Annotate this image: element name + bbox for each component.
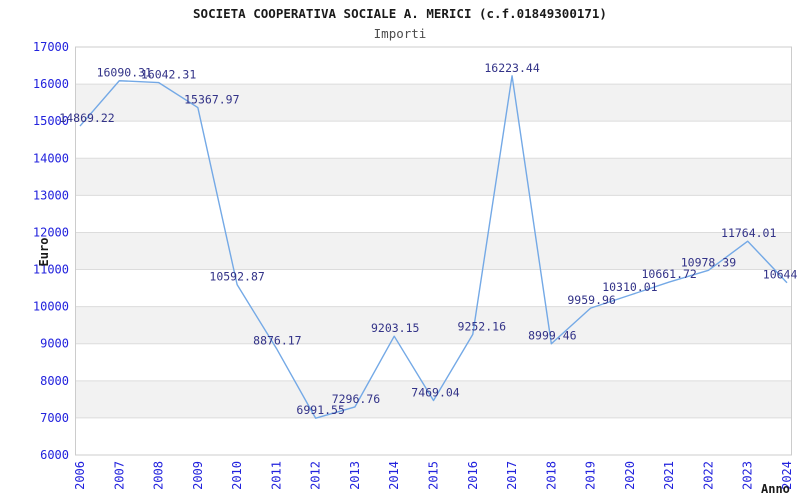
plot-border: [75, 46, 792, 456]
data-point-label: 8876.17: [253, 333, 302, 347]
data-point-label: 16223.44: [484, 61, 539, 75]
x-tick-label: 2023: [741, 461, 755, 490]
x-tick-label: 2011: [269, 461, 283, 490]
data-point-label: 9203.15: [371, 321, 419, 335]
y-tick-label: 13000: [33, 188, 69, 202]
x-tick-label: 2009: [191, 461, 205, 490]
x-tick-label: 2017: [505, 461, 519, 490]
y-tick-label: 8000: [40, 374, 69, 388]
y-tick-label: 10000: [33, 300, 69, 314]
data-point-label: 14869.22: [59, 111, 114, 125]
data-line: [79, 75, 788, 419]
y-tick-label: 17000: [33, 40, 69, 54]
y-tick-label: 11000: [33, 263, 69, 277]
data-point-label: 9959.96: [567, 293, 616, 307]
data-point-label: 15367.97: [184, 93, 239, 107]
chart-title: SOCIETA COOPERATIVA SOCIALE A. MERICI (c…: [193, 6, 607, 21]
plot-band: [75, 232, 792, 270]
data-point-label: 6991.55: [296, 403, 344, 417]
data-point-label: 10310.01: [602, 280, 657, 294]
data-point-label: 10661.72: [641, 267, 696, 281]
y-axis-title: Euro: [37, 238, 51, 267]
x-tick-label: 2022: [701, 461, 715, 490]
x-tick-label: 2016: [466, 461, 480, 490]
x-tick-label: 2012: [309, 461, 323, 490]
plot-band: [75, 84, 792, 122]
x-tick-label: 2010: [230, 461, 244, 490]
x-tick-label: 2006: [73, 461, 87, 490]
data-point-label: 7296.76: [332, 392, 381, 406]
data-point-label: 11764.01: [721, 226, 776, 240]
x-tick-label: 2007: [112, 461, 126, 490]
x-tick-label: 2020: [623, 461, 637, 490]
data-point-label: 7469.04: [411, 386, 460, 400]
data-point-label: 16042.31: [141, 68, 196, 82]
y-tick-label: 7000: [40, 411, 69, 425]
data-point-label: 10978.39: [681, 255, 736, 269]
plot-band: [75, 306, 792, 344]
data-point-label: 10592.87: [209, 270, 264, 284]
x-tick-label: 2008: [152, 461, 166, 490]
y-tick-label: 14000: [33, 151, 69, 165]
x-tick-label: 2013: [348, 461, 362, 490]
y-tick-label: 6000: [40, 448, 69, 462]
plot-band: [75, 158, 792, 196]
y-tick-label: 16000: [33, 77, 69, 91]
x-tick-label: 2015: [427, 461, 441, 490]
y-tick-label: 9000: [40, 337, 69, 351]
x-tick-label: 2018: [544, 461, 558, 490]
data-point-label: 16090.31: [97, 66, 152, 80]
y-tick-label: 12000: [33, 225, 69, 239]
x-tick-label: 2021: [662, 461, 676, 490]
chart-subtitle: Importi: [374, 26, 427, 41]
x-tick-label: 2024: [780, 461, 794, 490]
data-point-label: 8999.46: [528, 329, 577, 343]
x-axis-title: Anno: [761, 482, 790, 496]
x-tick-label: 2014: [387, 461, 401, 490]
data-point-label: 10644.1: [763, 268, 800, 282]
data-point-label: 9252.16: [458, 319, 507, 333]
y-tick-label: 15000: [33, 114, 69, 128]
plot-area: 6000 7000 8000 9000 10000 11000 12000 13000 1400…: [33, 40, 800, 490]
x-tick-label: 2019: [584, 461, 598, 490]
